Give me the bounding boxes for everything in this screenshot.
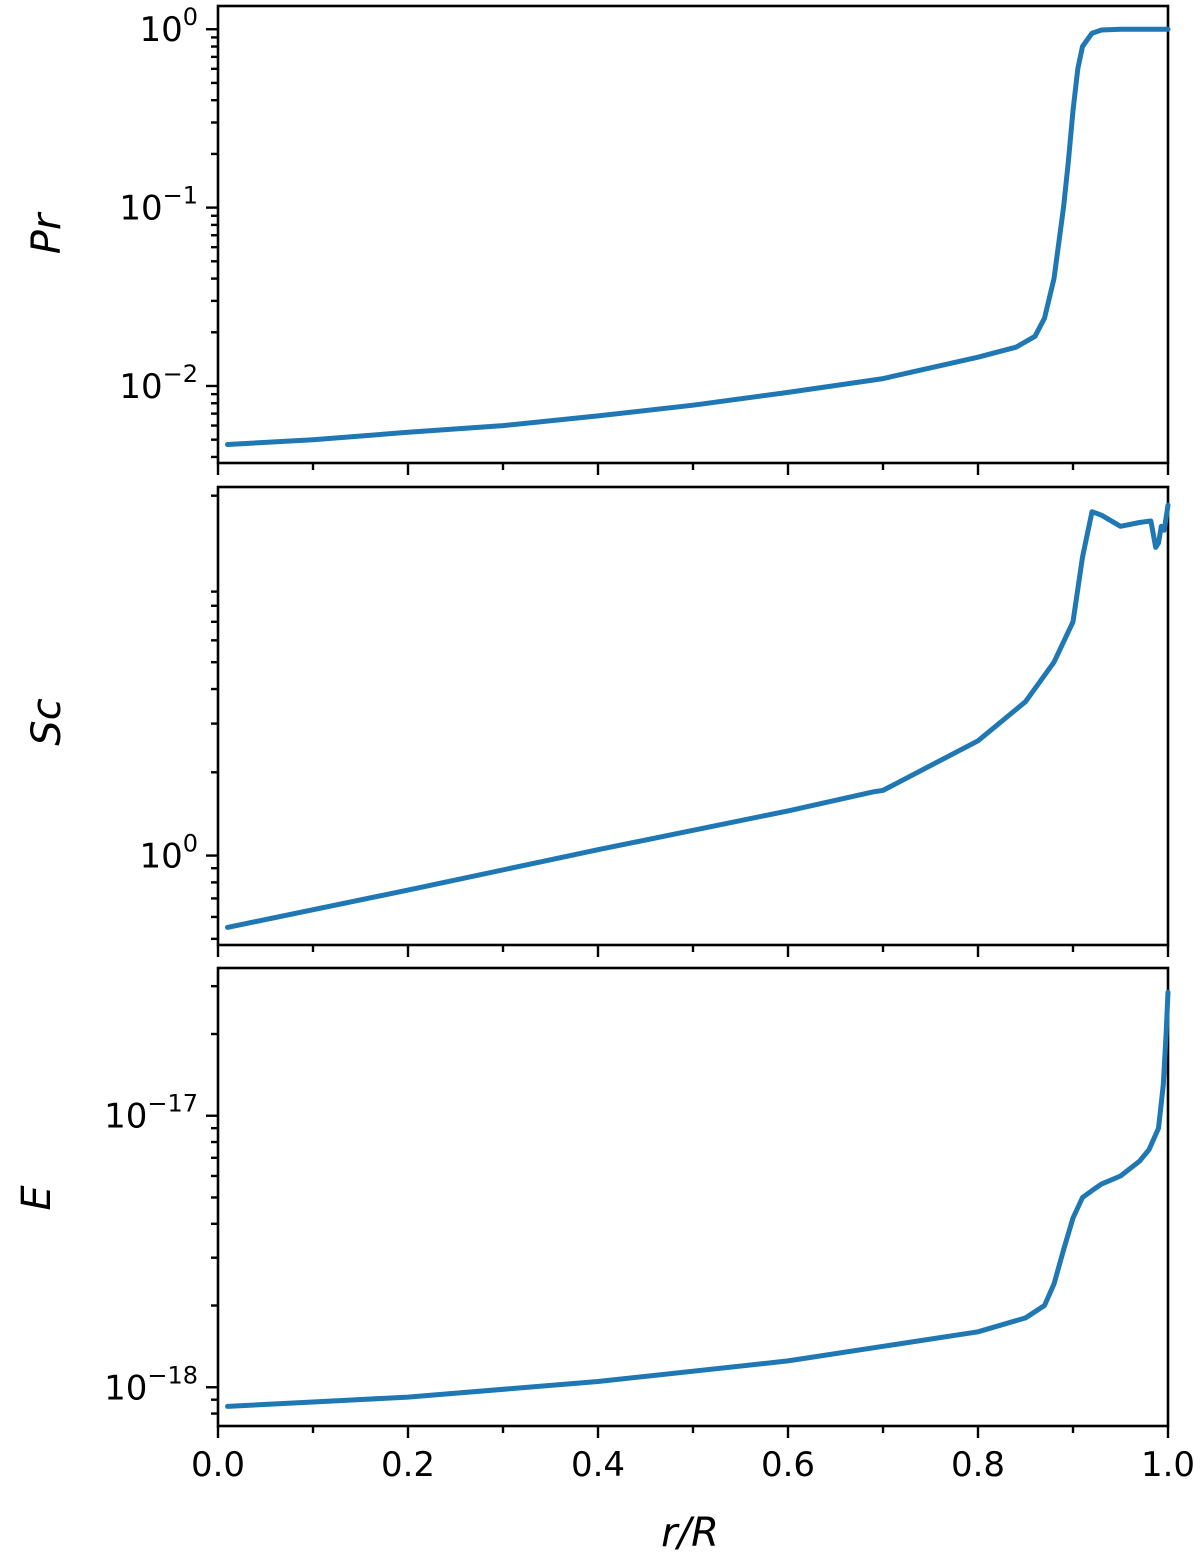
panel-e: 10−18 10−17 0.0 0.2 0.4 0.6 0.8 1.0 E xyxy=(14,966,1195,1485)
x-tick-label: 0.8 xyxy=(951,1445,1005,1485)
x-tick-label: 0.6 xyxy=(761,1445,815,1485)
e-marks: 10−18 10−17 0.0 0.2 0.4 0.6 0.8 1.0 xyxy=(104,966,1195,1485)
sc-ylabel: Sc xyxy=(24,698,70,745)
pr-y-tick-label: 100 xyxy=(139,3,198,50)
pr-marks: 10−2 10−1 100 xyxy=(119,3,1171,475)
x-tick-label: 0.2 xyxy=(381,1445,435,1485)
e-series-line xyxy=(225,989,1171,1409)
e-y-tick-label: 10−18 xyxy=(104,1361,198,1408)
x-axis-label: r/R xyxy=(661,1510,719,1556)
e-ylabel: E xyxy=(14,1185,60,1211)
e-frame xyxy=(216,966,1170,1428)
panel-pr: 10−2 10−1 100 Pr xyxy=(24,3,1171,475)
pr-series-line xyxy=(225,26,1171,447)
x-tick-label: 0.0 xyxy=(191,1445,245,1485)
pr-y-tick-label: 10−2 xyxy=(119,360,198,407)
sc-marks: 100 xyxy=(139,485,1171,957)
x-tick-label: 0.4 xyxy=(571,1445,625,1485)
sc-frame xyxy=(216,485,1170,947)
pr-y-tick-label: 10−1 xyxy=(119,182,198,229)
pr-frame xyxy=(216,4,1170,465)
pr-ylabel: Pr xyxy=(24,211,70,254)
sc-y-tick-label: 100 xyxy=(139,830,198,877)
panel-sc: 100 Sc xyxy=(24,485,1171,957)
x-tick-label: 1.0 xyxy=(1141,1445,1195,1485)
sc-series-line xyxy=(225,502,1171,930)
e-y-tick-label: 10−17 xyxy=(104,1090,198,1137)
